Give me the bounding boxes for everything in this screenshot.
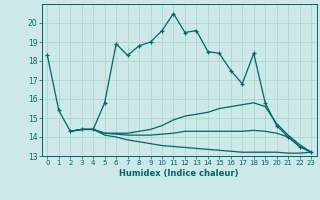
X-axis label: Humidex (Indice chaleur): Humidex (Indice chaleur) (119, 169, 239, 178)
